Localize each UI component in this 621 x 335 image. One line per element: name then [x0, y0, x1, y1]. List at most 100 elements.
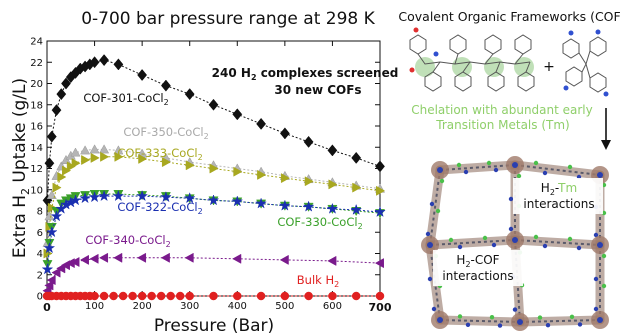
x-tick-label: 300	[180, 301, 199, 312]
data-point	[89, 253, 99, 264]
lattice-atom	[486, 160, 492, 166]
data-point	[304, 176, 314, 187]
data-point	[147, 291, 156, 301]
data-point	[184, 252, 194, 263]
data-point	[109, 291, 118, 301]
data-point	[44, 211, 55, 221]
data-point	[89, 144, 100, 154]
data-point	[279, 254, 289, 265]
lattice-atom	[567, 236, 573, 242]
y-tick-label: 2	[37, 270, 43, 281]
data-point	[175, 291, 185, 301]
data-point	[160, 190, 172, 203]
data-point	[44, 157, 55, 170]
data-point	[69, 194, 82, 206]
data-point	[232, 108, 243, 121]
series-line	[47, 156, 381, 254]
data-point	[137, 69, 148, 81]
data-point	[80, 145, 91, 155]
data-point	[43, 241, 56, 254]
lattice-atom	[463, 169, 469, 175]
lattice-node-center	[597, 242, 603, 248]
data-point	[279, 127, 290, 140]
lattice-atom	[457, 244, 463, 250]
series-label: Bulk H2	[297, 273, 339, 289]
x-tick-label: 400	[228, 301, 247, 312]
lattice-atom	[465, 322, 471, 327]
data-point	[51, 104, 62, 117]
amine-monomer-illustration	[562, 29, 609, 97]
h2-tm-label: H2-Tm	[541, 181, 577, 197]
y-tick-label: 16	[30, 122, 43, 133]
lattice-node-center	[597, 172, 603, 178]
data-point	[70, 147, 81, 157]
data-point	[81, 154, 91, 166]
series-label: COF-333-CoCl2	[117, 146, 202, 162]
data-point	[232, 253, 242, 264]
data-point	[79, 191, 91, 204]
data-point	[45, 225, 58, 238]
series-label: COF-330-CoCl2	[277, 215, 362, 231]
data-point	[57, 171, 67, 183]
lattice-atom	[439, 178, 445, 184]
x-tick-label: 700	[369, 301, 392, 314]
x-tick-label: 500	[275, 301, 294, 312]
plus-sign: +	[543, 59, 555, 75]
x-axis-ticks: 0 100 200 300 400 500 600 700	[43, 41, 392, 314]
data-point	[209, 291, 218, 301]
lattice-strut-detail	[429, 169, 441, 246]
data-point	[183, 191, 196, 204]
lattice-atom	[457, 314, 463, 319]
data-point	[166, 291, 175, 301]
data-point	[112, 189, 125, 202]
y-tick-label: 6	[37, 228, 43, 239]
lattice-node-center	[512, 237, 518, 243]
lattice-atom	[491, 242, 497, 248]
linker-molecule-illustration	[409, 27, 535, 92]
data-point	[350, 203, 363, 215]
data-point	[161, 157, 172, 168]
y-axis-label: Extra H2 Uptake (g/L)	[10, 78, 32, 258]
data-point	[46, 189, 57, 199]
data-point	[51, 267, 61, 278]
data-point	[208, 98, 219, 111]
lattice-atom	[429, 201, 435, 207]
data-point	[160, 79, 171, 92]
lattice-node-center	[427, 242, 433, 248]
lattice-atom	[533, 160, 539, 166]
data-point	[207, 194, 220, 206]
lattice-node-center	[597, 317, 603, 323]
data-point	[256, 291, 266, 301]
data-point	[90, 152, 100, 163]
data-point	[184, 88, 195, 101]
lattice-atom	[425, 231, 431, 237]
data-point	[62, 165, 72, 176]
lattice-atom	[593, 232, 599, 238]
h2-cof-label-line-2: interactions	[442, 269, 513, 283]
data-point	[138, 153, 148, 164]
data-point	[137, 291, 147, 301]
data-point	[280, 173, 291, 184]
annotation-line-2: 30 new COFs	[274, 83, 361, 97]
chelation-text-line-1: Chelation with abundant early	[411, 103, 593, 117]
data-point	[185, 291, 194, 301]
series-line	[47, 195, 381, 270]
cof-label-bg	[433, 250, 523, 286]
data-point	[160, 252, 170, 263]
data-point	[327, 255, 337, 266]
data-point	[256, 117, 267, 130]
data-point	[90, 291, 99, 301]
data-point	[100, 151, 110, 162]
y-tick-label: 18	[30, 100, 43, 111]
data-point	[61, 77, 71, 90]
lattice-atom	[435, 208, 441, 214]
data-point	[136, 189, 149, 202]
data-point	[352, 182, 362, 193]
lattice-atom	[431, 306, 437, 312]
y-tick-label: 4	[37, 249, 43, 260]
data-point	[70, 256, 80, 268]
series-bulk-h2	[42, 291, 385, 301]
lattice-node-center	[437, 167, 443, 173]
lattice-atom	[542, 170, 548, 176]
